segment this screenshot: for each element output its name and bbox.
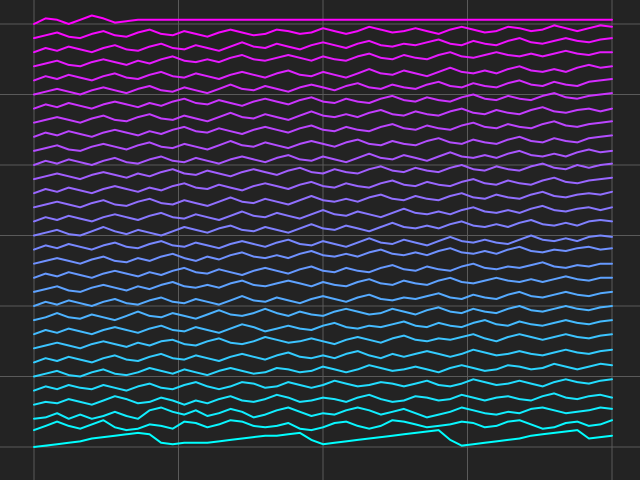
series-line-1 [33, 419, 613, 432]
series-line-19 [33, 162, 613, 181]
series-line-7 [33, 333, 613, 350]
series-line-9 [33, 305, 613, 322]
series-line-20 [33, 148, 613, 166]
series-line-15 [33, 219, 613, 237]
series-line-23 [33, 106, 613, 124]
series-line-29 [33, 24, 613, 40]
series-line-5 [33, 362, 613, 378]
series-line-30 [33, 14, 613, 25]
series-line-28 [33, 37, 613, 54]
series-line-0 [33, 429, 613, 448]
series-line-25 [33, 78, 613, 96]
series-line-13 [33, 245, 613, 265]
series-line-6 [33, 348, 613, 364]
series-line-18 [33, 176, 613, 195]
series-line-2 [33, 406, 613, 420]
series-line-11 [33, 275, 613, 293]
series-line-14 [33, 234, 613, 251]
series-line-24 [33, 92, 613, 110]
series-line-21 [33, 134, 613, 152]
series-line-12 [33, 261, 613, 279]
series-line-16 [33, 204, 613, 223]
series-line-27 [33, 49, 613, 68]
series-group [33, 14, 613, 448]
series-line-26 [33, 63, 613, 82]
series-line-22 [33, 120, 613, 138]
series-line-10 [33, 290, 613, 307]
series-line-8 [33, 319, 613, 336]
series-line-17 [33, 190, 613, 209]
series-line-4 [33, 378, 613, 392]
series-line-3 [33, 392, 613, 406]
